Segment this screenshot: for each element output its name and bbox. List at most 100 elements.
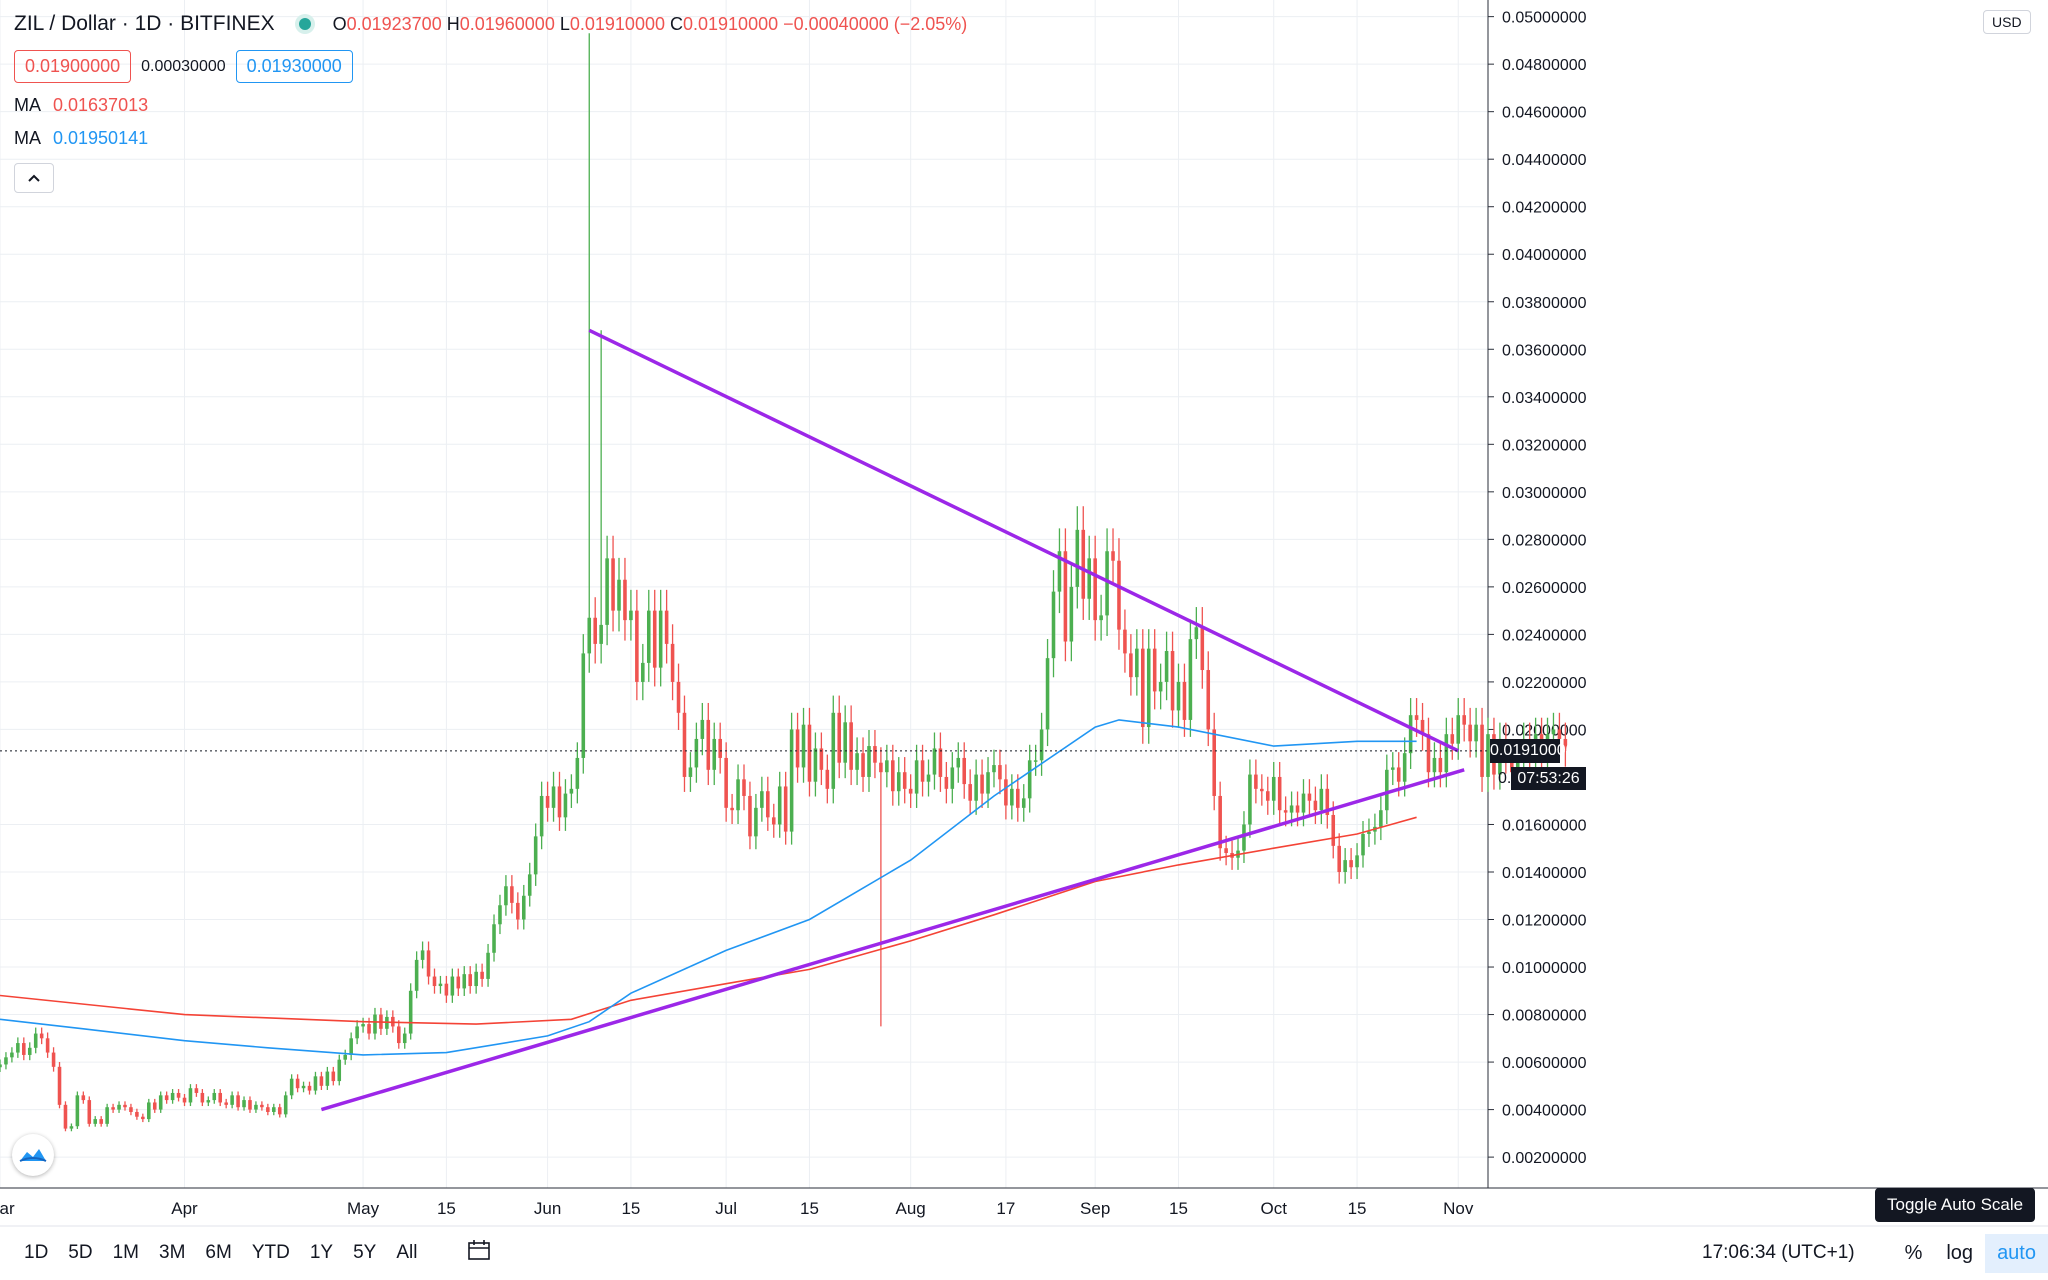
candle-body: [950, 767, 955, 789]
candle-body: [819, 748, 824, 770]
candle-body: [712, 738, 717, 770]
candle-body: [0, 1064, 2, 1068]
currency-label[interactable]: USD: [1983, 10, 2031, 34]
candle-body: [789, 729, 794, 832]
range-button-3m[interactable]: 3M: [159, 1242, 186, 1263]
range-button-5d[interactable]: 5D: [68, 1242, 93, 1263]
candle-body: [652, 610, 657, 668]
candle-body: [81, 1095, 86, 1101]
candle-body: [1135, 648, 1139, 678]
calendar-range-icon[interactable]: [467, 1239, 491, 1267]
candle-body: [891, 760, 895, 792]
candle-body: [367, 1024, 371, 1034]
candle-body: [718, 738, 722, 758]
x-tick-label: Jun: [534, 1199, 561, 1218]
candle-body: [1349, 860, 1353, 868]
ma-fast-legend[interactable]: MA 0.01950141: [14, 128, 967, 149]
ma-fast-label: MA: [14, 128, 41, 148]
candle-body: [236, 1095, 240, 1108]
countdown-prefix: 0.: [1498, 769, 1512, 787]
candle-body: [1551, 729, 1556, 735]
candle-body: [373, 1014, 377, 1034]
candle-body: [361, 1024, 365, 1027]
candle-body: [694, 738, 699, 768]
candle-body: [301, 1085, 306, 1089]
candle-body: [1242, 824, 1246, 851]
range-button-6m[interactable]: 6M: [205, 1242, 232, 1263]
candle-body: [1146, 648, 1151, 728]
range-button-1y[interactable]: 1Y: [309, 1242, 334, 1263]
candle-body: [1283, 810, 1288, 813]
candle-body: [319, 1076, 324, 1086]
candle-body: [194, 1088, 199, 1093]
ma-slow-legend[interactable]: MA 0.01637013: [14, 95, 967, 116]
candle-body: [641, 662, 645, 682]
x-tick-label: 15: [1169, 1199, 1188, 1218]
candle-body: [188, 1088, 193, 1103]
candle-body: [1432, 757, 1437, 773]
candle-body: [861, 753, 865, 777]
candle-body: [1254, 774, 1258, 789]
symbol-title[interactable]: ZIL / Dollar · 1D · BITFINEX: [14, 12, 275, 35]
candle-body: [664, 610, 669, 644]
candle-body: [1218, 795, 1222, 849]
candle-body: [1313, 800, 1318, 811]
candle-body: [926, 774, 931, 782]
range-button-ytd[interactable]: YTD: [251, 1242, 290, 1263]
candle-body: [843, 722, 847, 763]
candle-body: [1301, 793, 1306, 813]
candle-body: [283, 1095, 288, 1115]
candle-body: [1361, 833, 1365, 856]
y-tick-label: 0.01000000: [1502, 960, 1587, 977]
auto-scale-button[interactable]: auto: [1985, 1233, 2048, 1273]
candle-body: [337, 1059, 342, 1082]
candle-body: [581, 653, 586, 758]
y-tick-label: 0.02600000: [1502, 580, 1587, 597]
buy-price-button[interactable]: 0.01930000: [235, 50, 353, 83]
x-tick-label: Jul: [715, 1199, 737, 1218]
candle-body: [1426, 734, 1431, 773]
candle-body: [295, 1078, 300, 1089]
candle-body: [1510, 757, 1514, 773]
candle-body: [1075, 529, 1080, 587]
x-tick-label: Apr: [171, 1199, 198, 1218]
candle-body: [1408, 715, 1413, 754]
range-button-5y[interactable]: 5Y: [353, 1242, 377, 1263]
sell-price-button[interactable]: 0.01900000: [14, 50, 132, 83]
candle-body: [105, 1107, 109, 1124]
candle-body: [730, 807, 734, 811]
candle-body: [1396, 767, 1401, 782]
candle-body: [914, 760, 919, 794]
range-button-all[interactable]: All: [396, 1242, 418, 1263]
percent-scale-button[interactable]: %: [1904, 1241, 1923, 1264]
high-value: 0.01960000: [459, 13, 555, 34]
ma-slow-line: [0, 816, 1417, 1025]
clock-time[interactable]: 17:06:34 (UTC+1): [1702, 1242, 1855, 1263]
candle-body: [1004, 779, 1008, 806]
y-tick-label: 0.00800000: [1502, 1008, 1587, 1025]
candle-body: [474, 971, 478, 987]
candle-body: [646, 610, 651, 663]
candle-body: [260, 1104, 264, 1108]
candle-body: [992, 765, 996, 773]
candle-body: [111, 1107, 115, 1110]
candle-body: [748, 795, 752, 837]
candle-body: [486, 952, 490, 979]
candle-body: [527, 874, 532, 896]
y-tick-label: 0.03800000: [1502, 295, 1587, 312]
log-scale-button[interactable]: log: [1946, 1241, 1974, 1264]
candle-body: [45, 1038, 50, 1053]
countdown-text: 07:53:26: [1511, 766, 1586, 790]
candle-body: [1200, 627, 1205, 671]
range-button-1m[interactable]: 1M: [112, 1242, 139, 1263]
candle-body: [956, 757, 961, 768]
candle-body: [1051, 591, 1056, 659]
chevron-up-icon[interactable]: [14, 163, 54, 193]
candle-body: [63, 1104, 68, 1129]
date-range-buttons: 1D 5D 1M 3M 6M YTD 1Y 5Y All: [14, 1242, 427, 1264]
range-button-1d[interactable]: 1D: [24, 1242, 49, 1263]
x-tick-label: 15: [621, 1199, 640, 1218]
close-value: 0.01910000: [683, 13, 779, 34]
tradingview-logo-icon[interactable]: [12, 1134, 54, 1176]
